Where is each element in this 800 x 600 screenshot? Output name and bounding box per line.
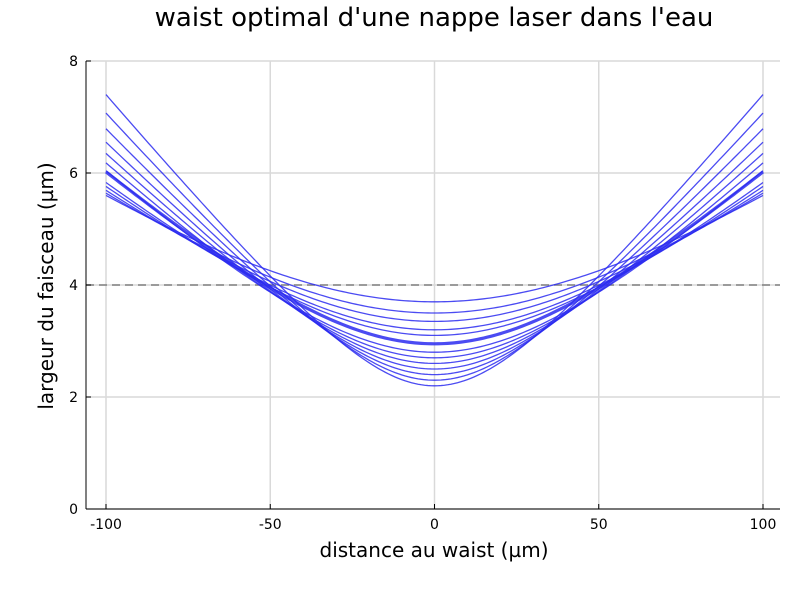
series-line — [105, 189, 764, 323]
series-line — [105, 141, 764, 370]
series-line — [105, 112, 764, 381]
y-tick-label: 2 — [69, 390, 78, 406]
y-axis-title: largeur du faisceau (µm) — [34, 162, 58, 409]
tick-layer: -100 -50 0 50 100 0 2 4 6 8 — [69, 54, 776, 533]
y-tick-label: 6 — [69, 166, 78, 182]
chart-title: waist optimal d'une nappe laser dans l'e… — [155, 3, 714, 33]
axis-layer — [85, 60, 780, 510]
series-line — [105, 152, 764, 365]
series-line — [105, 94, 764, 387]
y-tick-label: 8 — [69, 54, 78, 70]
x-tick-label: 0 — [430, 517, 439, 533]
y-tick-label: 0 — [69, 502, 78, 518]
series-line — [105, 192, 764, 314]
y-tick-label: 4 — [69, 278, 78, 294]
x-tick-label: 50 — [590, 517, 608, 533]
series-line — [105, 194, 764, 303]
series-layer — [105, 94, 764, 387]
series-line — [105, 128, 764, 376]
series-line — [105, 185, 764, 331]
x-axis-title: distance au waist (µm) — [320, 538, 549, 562]
x-tick-label: -50 — [259, 517, 282, 533]
x-tick-label: 100 — [750, 517, 777, 533]
x-tick-label: -100 — [90, 517, 122, 533]
